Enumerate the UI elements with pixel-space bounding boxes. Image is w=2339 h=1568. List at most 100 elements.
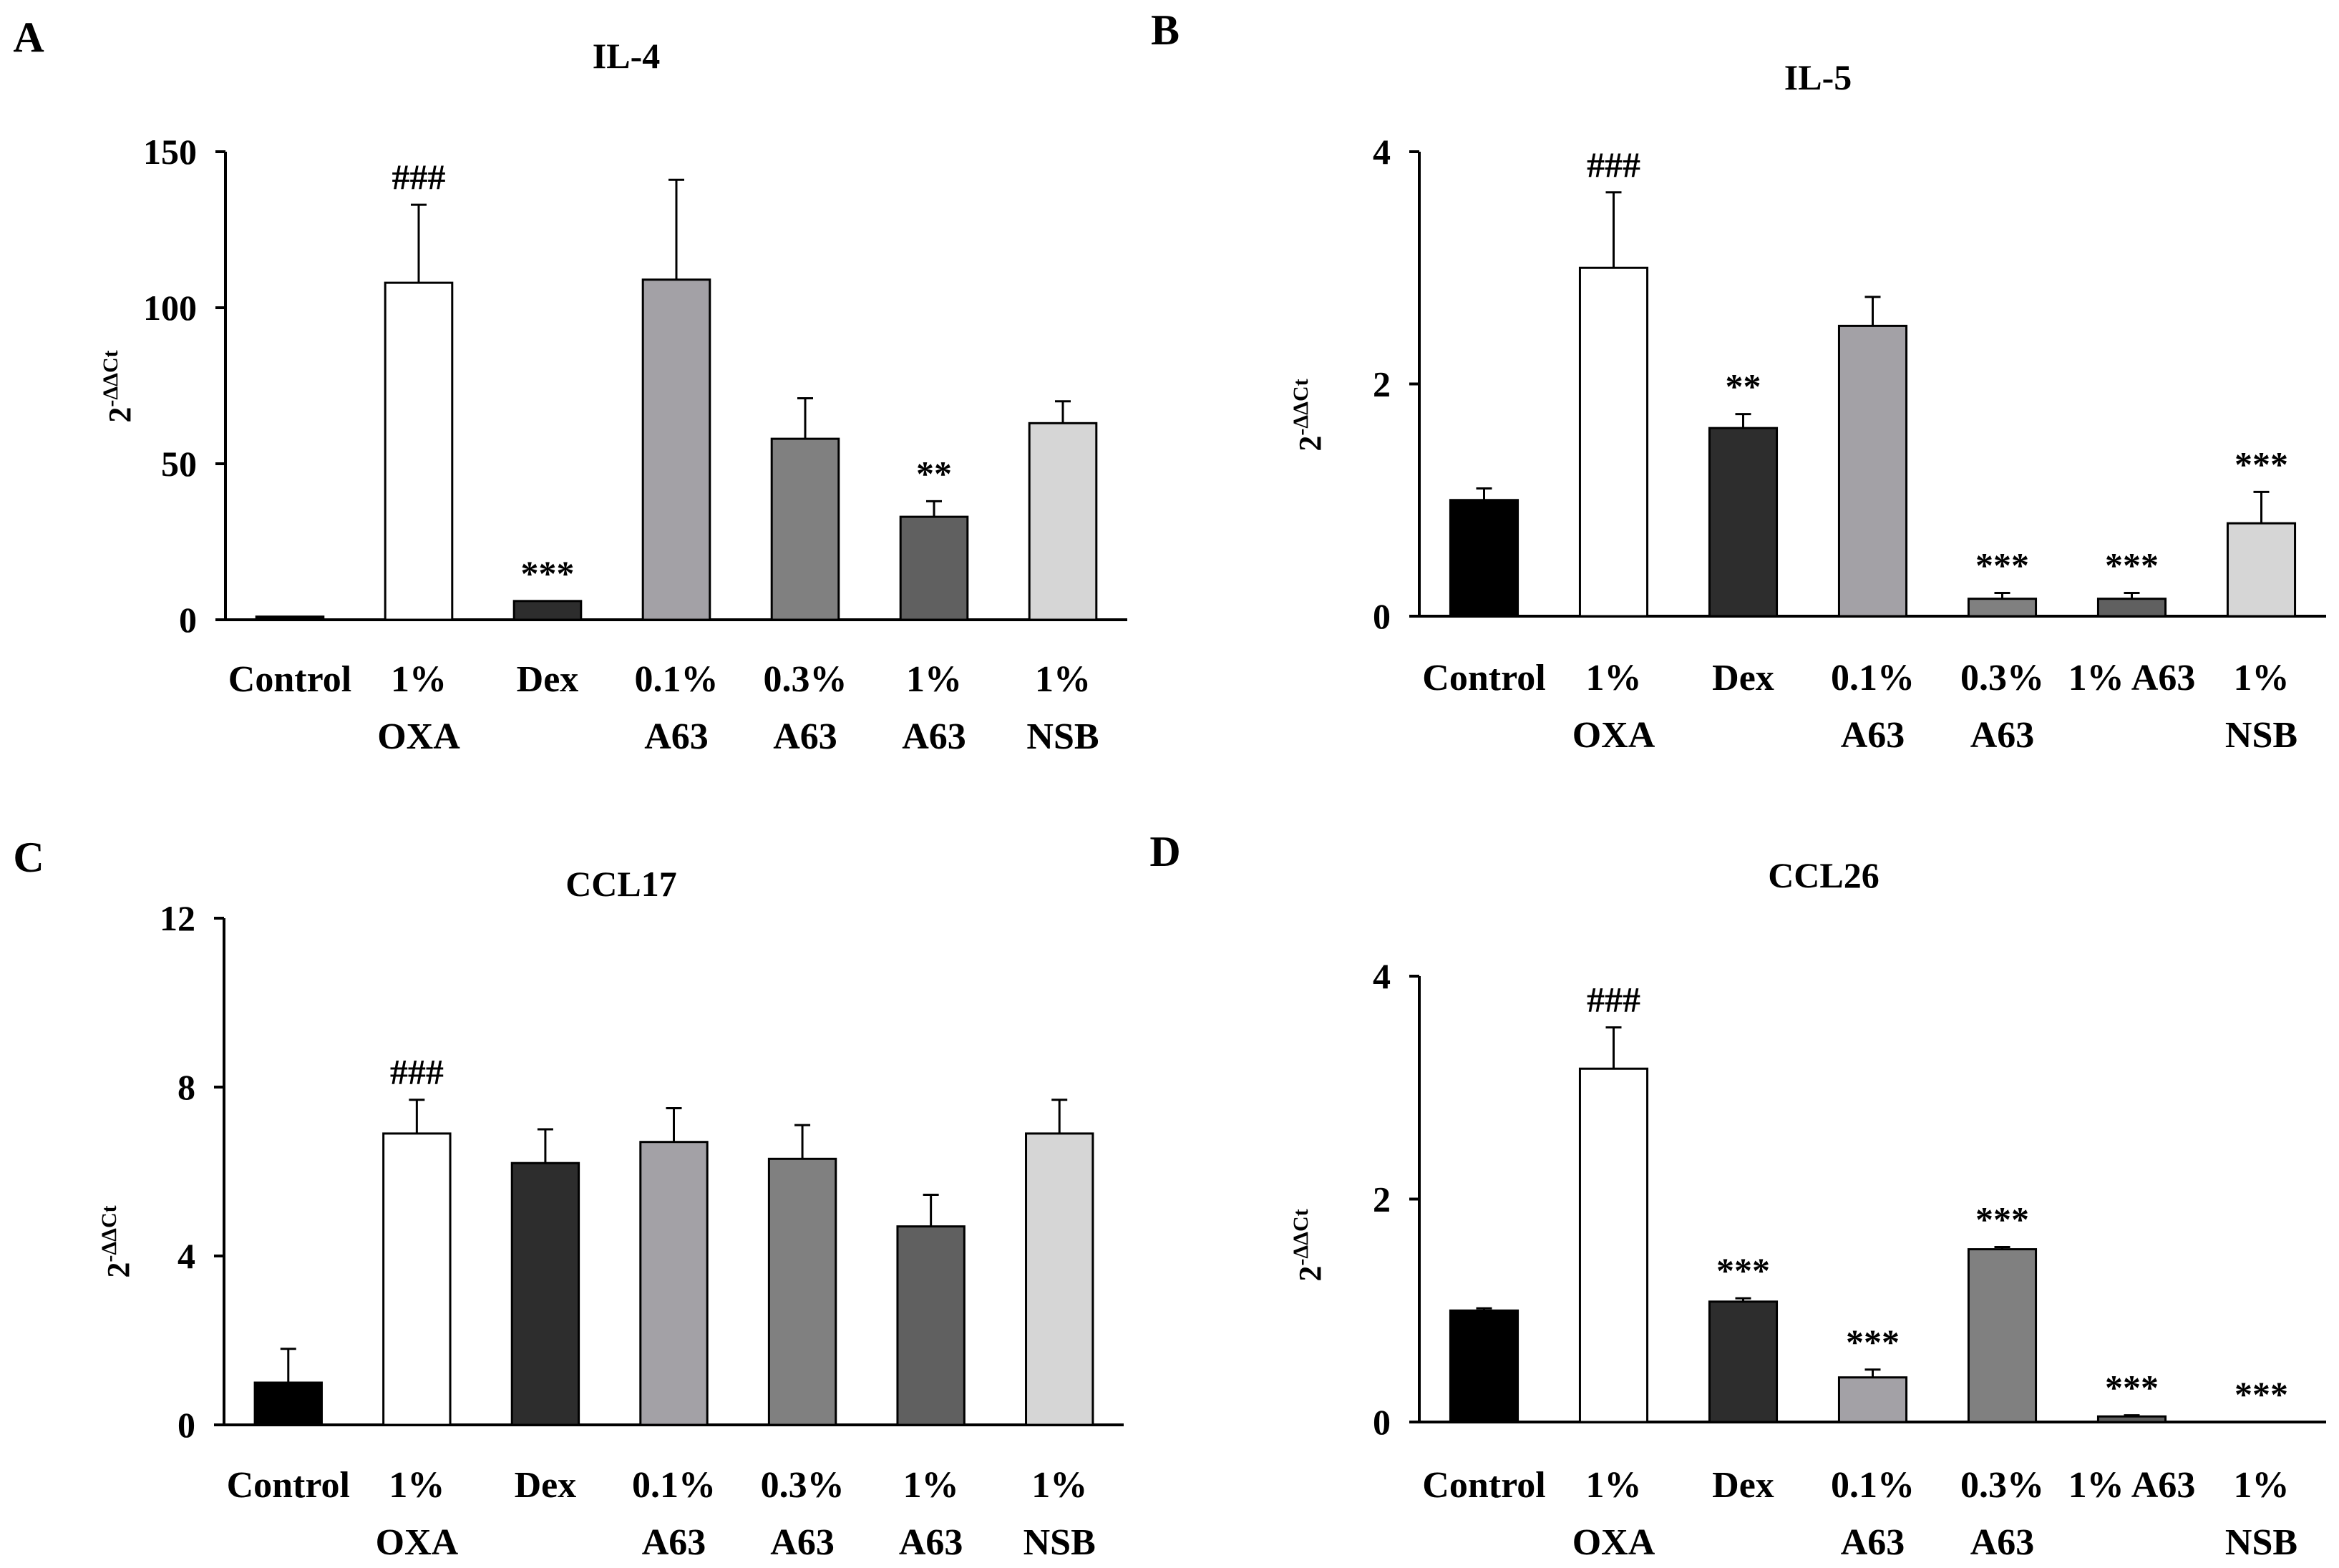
x-tick-label: NSB xyxy=(1026,716,1099,757)
bar xyxy=(1708,427,1779,618)
x-tick-label: Control xyxy=(1422,658,1545,698)
x-tick-label: A63 xyxy=(1841,715,1905,756)
x-tick-label: OXA xyxy=(1572,715,1655,756)
bar xyxy=(255,615,325,621)
x-tick-label: Dex xyxy=(515,1465,577,1506)
x-tick-label: 0.1% xyxy=(635,659,719,700)
x-tick-label: A63 xyxy=(770,1522,835,1563)
y-axis-label: 2-ΔΔCt xyxy=(99,350,137,422)
chart-title: IL-5 xyxy=(1784,57,1852,97)
x-tick-label: OXA xyxy=(377,716,460,757)
significance-mark: ** xyxy=(916,453,952,493)
panel-letter: A xyxy=(13,14,44,61)
significance-mark: *** xyxy=(2235,444,2288,484)
y-tick-label: 0 xyxy=(178,1405,195,1445)
chart-panel-d: D CCL26 2-ΔΔCt 0 2 4 Control ### 1% OXA *** Dex *** 0… xyxy=(1149,828,2326,1563)
significance-mark: *** xyxy=(1975,1199,2029,1239)
y-tick-label: 150 xyxy=(143,132,197,172)
y-tick-label: 8 xyxy=(178,1067,195,1107)
y-tick-label: 12 xyxy=(160,898,195,938)
x-tick-label: Control xyxy=(227,1465,350,1506)
bar xyxy=(1028,422,1098,621)
y-tick-label: 2 xyxy=(1373,364,1391,404)
x-tick-label: NSB xyxy=(2225,715,2297,756)
chart-title: IL-4 xyxy=(593,36,660,76)
y-tick-label: 4 xyxy=(1373,956,1391,996)
bar xyxy=(1708,1300,1779,1423)
x-tick-label: A63 xyxy=(1970,715,2035,756)
y-tick-label: 4 xyxy=(178,1236,195,1276)
bar xyxy=(1837,324,1908,618)
bar xyxy=(1967,598,2038,618)
bar xyxy=(1837,1376,1908,1423)
bar xyxy=(1578,1067,1649,1423)
y-axis-label: 2-ΔΔCt xyxy=(1289,379,1328,451)
chart-panel-a: A IL-4 2-ΔΔCt 0 50 100 150 Control ### 1% OXA *** De… xyxy=(13,14,1127,757)
x-tick-label: 1% xyxy=(1031,1465,1087,1506)
bar xyxy=(1578,266,1649,618)
x-tick-label: 1% xyxy=(906,659,962,700)
significance-mark: *** xyxy=(1975,545,2029,585)
x-tick-label: 0.1% xyxy=(1831,1465,1915,1506)
bar xyxy=(1449,499,1519,618)
panel-letter: B xyxy=(1151,6,1180,54)
x-tick-label: A63 xyxy=(902,716,966,757)
panel-letter: D xyxy=(1149,828,1180,875)
x-tick-label: 0.3% xyxy=(764,659,847,700)
significance-mark: *** xyxy=(2105,545,2159,585)
y-tick-label: 4 xyxy=(1373,132,1391,172)
x-tick-label: 1% xyxy=(2234,658,2290,698)
bar xyxy=(512,600,583,621)
x-tick-label: Dex xyxy=(1712,658,1774,698)
x-tick-label: 0.3% xyxy=(1960,1465,2044,1506)
x-tick-label: 1% xyxy=(389,1465,444,1506)
y-tick-label: 0 xyxy=(1373,596,1391,636)
chart-title: CCL17 xyxy=(565,864,677,904)
x-tick-label: 1% xyxy=(2234,1465,2290,1506)
x-tick-label: A63 xyxy=(1841,1522,1905,1563)
significance-mark: ### xyxy=(392,157,446,197)
x-tick-label: 1% xyxy=(903,1465,959,1506)
y-tick-label: 0 xyxy=(1373,1402,1391,1442)
bar xyxy=(510,1162,580,1426)
significance-mark: *** xyxy=(2235,1374,2288,1414)
y-tick-label: 100 xyxy=(143,288,197,328)
bar xyxy=(896,1225,966,1426)
x-tick-label: A63 xyxy=(773,716,837,757)
x-tick-label: 0.1% xyxy=(632,1465,716,1506)
bar xyxy=(639,1141,709,1426)
x-tick-label: 0.3% xyxy=(761,1465,845,1506)
chart-panel-c: C CCL17 2-ΔΔCt 0 4 8 12 Control ### 1% OXA Dex 0.1% A… xyxy=(13,834,1124,1563)
bar xyxy=(1967,1248,2038,1423)
bar xyxy=(2226,522,2297,618)
significance-mark: ### xyxy=(1587,980,1640,1020)
x-tick-label: NSB xyxy=(1023,1522,1096,1563)
x-tick-label: A63 xyxy=(642,1522,706,1563)
significance-mark: *** xyxy=(1716,1250,1770,1290)
x-tick-label: Control xyxy=(228,659,351,700)
x-tick-label: OXA xyxy=(1572,1522,1655,1563)
x-tick-label: Dex xyxy=(1712,1465,1774,1506)
significance-mark: ### xyxy=(1587,145,1640,185)
x-tick-label: 1% xyxy=(1035,659,1091,700)
bar xyxy=(767,1157,837,1426)
x-tick-label: A63 xyxy=(644,716,709,757)
bar xyxy=(899,515,969,621)
bar xyxy=(382,1132,452,1426)
y-tick-label: 0 xyxy=(179,600,197,640)
bar xyxy=(2096,598,2167,618)
chart-panel-b: B IL-5 2-ΔΔCt 0 2 4 Control ### 1% OXA ** Dex 0.1% A6… xyxy=(1151,6,2326,756)
x-tick-label: 1% xyxy=(1586,1465,1642,1506)
bar xyxy=(2096,1415,2167,1423)
bar xyxy=(641,278,711,621)
x-tick-label: A63 xyxy=(1970,1522,2035,1563)
bar xyxy=(384,281,454,621)
x-tick-label: 1% xyxy=(391,659,447,700)
x-tick-label: 1% A63 xyxy=(2068,1465,2196,1506)
y-axis-label: 2-ΔΔCt xyxy=(1289,1209,1328,1281)
bar xyxy=(770,437,840,621)
y-tick-label: 50 xyxy=(161,444,197,484)
bar xyxy=(1449,1309,1519,1423)
chart-title: CCL26 xyxy=(1768,855,1880,895)
